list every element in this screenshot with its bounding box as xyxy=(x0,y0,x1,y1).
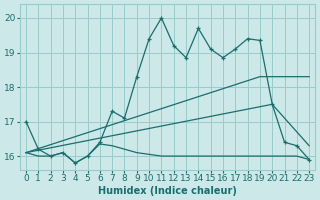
X-axis label: Humidex (Indice chaleur): Humidex (Indice chaleur) xyxy=(98,186,237,196)
